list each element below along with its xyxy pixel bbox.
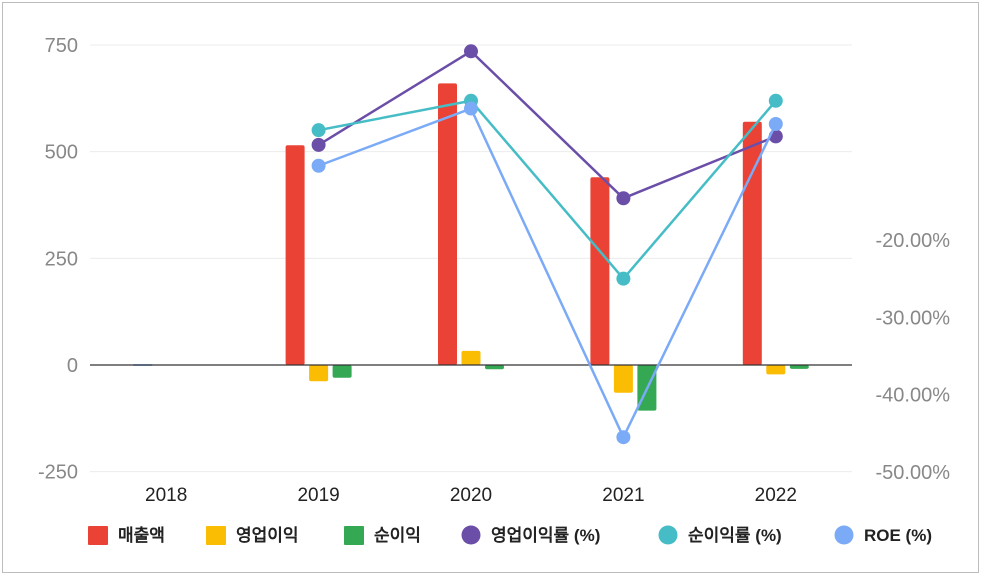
bar	[285, 145, 305, 365]
data-point	[464, 101, 478, 116]
x-tick-label: 2022	[755, 485, 797, 506]
x-tick-label: 2019	[297, 485, 339, 506]
bar	[332, 365, 352, 378]
bar	[309, 365, 329, 382]
left-tick-label: 750	[45, 35, 78, 57]
bar	[613, 365, 633, 393]
legend-swatch	[461, 525, 481, 545]
series-line	[318, 106, 777, 441]
x-axis-ticks: 2018 2019 2020 2021 2022	[145, 485, 797, 506]
left-axis-ticks: 750 500 250 0 -250	[38, 35, 78, 484]
x-tick-label: 2020	[450, 485, 492, 506]
legend-label: 순이익률 (%)	[688, 526, 782, 545]
bar	[789, 365, 809, 369]
bar	[590, 177, 610, 365]
bar-marks	[133, 83, 809, 411]
legend-swatch	[658, 525, 678, 545]
left-tick-label: 0	[67, 355, 78, 377]
legend-label: 순이익	[374, 526, 421, 545]
data-point	[311, 137, 326, 152]
series-line	[318, 99, 777, 281]
legend-swatch	[344, 526, 364, 545]
data-point	[311, 158, 326, 173]
data-point	[311, 123, 326, 138]
legend-label: 영업이익률 (%)	[491, 526, 600, 545]
right-tick-label: -30.00%	[876, 307, 951, 329]
line-marks	[311, 44, 783, 445]
x-tick-label: 2018	[145, 485, 187, 506]
legend-label: 매출액	[118, 526, 165, 545]
data-point	[464, 44, 478, 59]
left-tick-label: 250	[45, 248, 78, 270]
left-tick-label: -250	[38, 462, 78, 484]
bar	[438, 83, 457, 366]
legend-label: 영업이익	[236, 526, 299, 545]
right-axis-ticks: -20.00% -30.00% -40.00% -50.00%	[876, 230, 951, 484]
legend-label: ROE (%)	[864, 526, 932, 545]
data-point	[616, 191, 631, 206]
legend-swatch	[834, 525, 854, 545]
right-tick-label: -20.00%	[876, 230, 951, 252]
data-point	[768, 117, 783, 131]
series-line	[317, 49, 777, 200]
data-point	[616, 271, 631, 286]
right-tick-label: -50.00%	[876, 462, 951, 484]
left-tick-label: 500	[45, 142, 78, 164]
data-point	[768, 93, 783, 108]
bar	[485, 365, 504, 370]
legend-swatch	[88, 526, 108, 545]
right-tick-label: -40.00%	[876, 385, 951, 407]
bar	[766, 365, 786, 375]
x-tick-label: 2021	[602, 485, 644, 506]
bar	[461, 350, 481, 365]
legend-swatch	[206, 526, 226, 545]
data-point	[616, 430, 631, 445]
legend: 매출액 영업이익 순이익 영업이익률 (%) 순이익률 (%) ROE (%)	[88, 525, 932, 545]
